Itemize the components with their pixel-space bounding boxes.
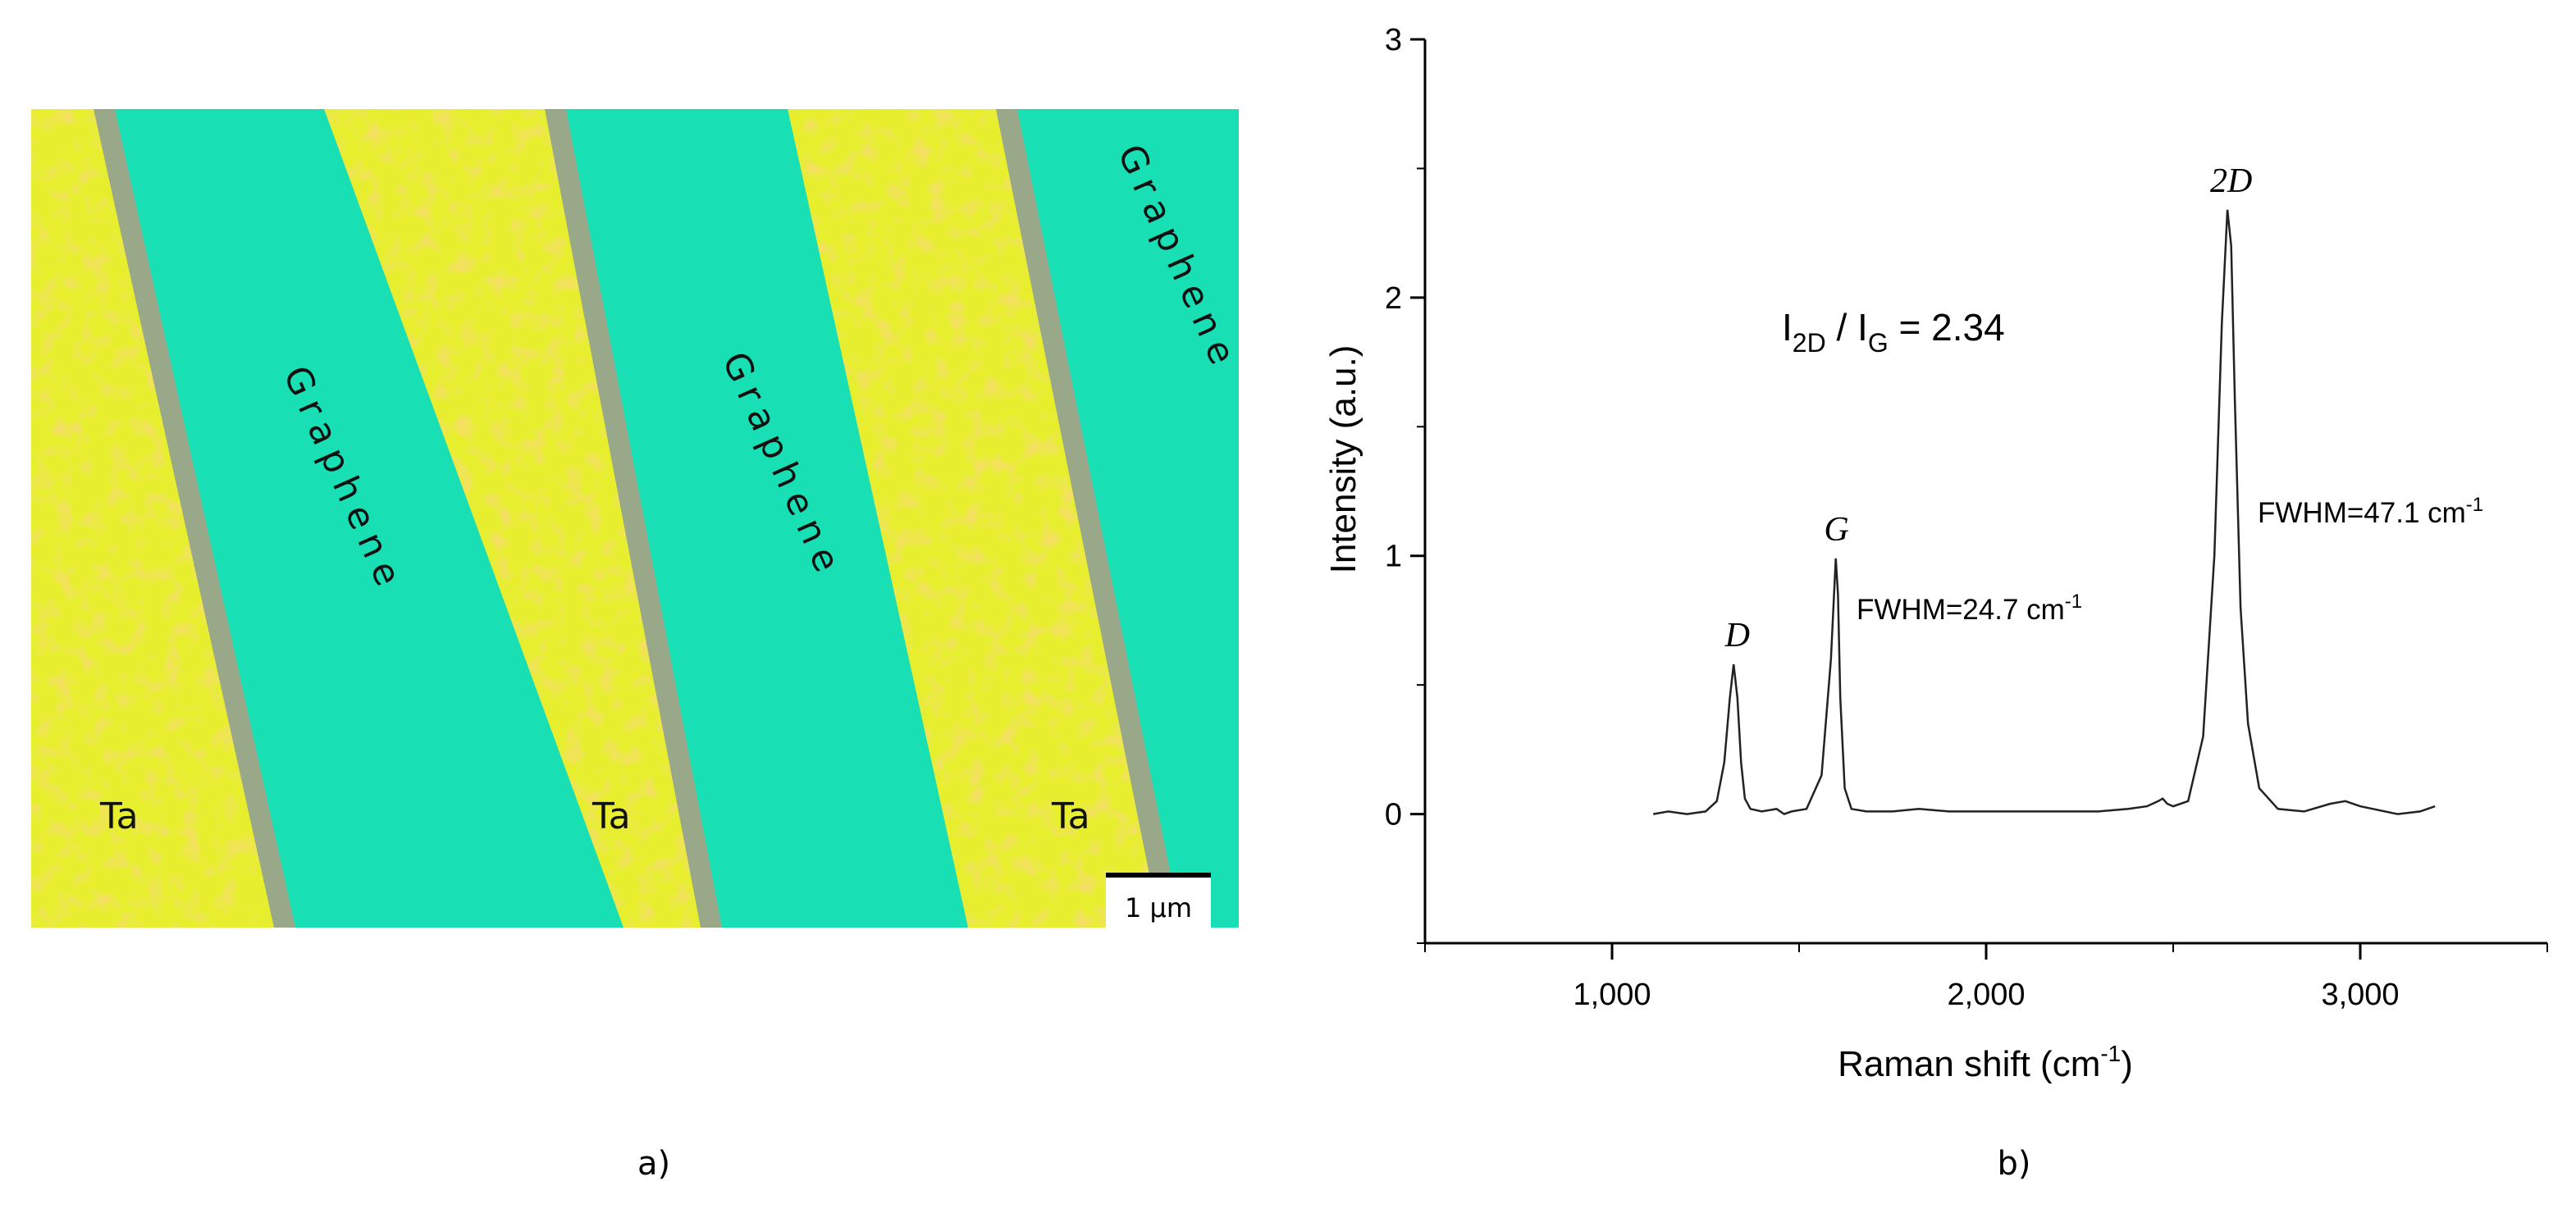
x-tick-label: 2,000 xyxy=(1947,978,2025,1012)
spectrum-line xyxy=(1652,209,2436,815)
scale-bar-box xyxy=(1106,876,1211,928)
ta-label-1: Ta xyxy=(99,796,139,837)
graphene-stripe-3 xyxy=(1017,109,1239,928)
micrograph-panel xyxy=(31,109,1239,928)
fwhm-g-annotation: FWHM=24.7 cm-1 xyxy=(1857,591,2082,626)
peak-label-2D: 2D xyxy=(2210,162,2252,200)
y-tick-label: 1 xyxy=(1385,540,1402,574)
y-tick-label: 2 xyxy=(1385,281,1402,316)
panel-a-label: a) xyxy=(637,1145,670,1183)
peak-label-G: G xyxy=(1824,511,1848,549)
ta-label-2: Ta xyxy=(591,796,631,837)
x-axis-title: Raman shift (cm-1) xyxy=(1838,1041,2133,1084)
graphene-stripes xyxy=(94,109,1239,928)
graphene-stripe-2 xyxy=(566,109,968,928)
y-ticks: 0 1 2 3 xyxy=(1385,23,1425,944)
graphene-stripe-1 xyxy=(115,109,623,928)
raman-chart: 0 1 2 3 1,000 2,000 3,000 D G 2D Raman shift (c… xyxy=(1323,23,2548,1084)
x-tick-label: 1,000 xyxy=(1573,978,1651,1012)
scale-bar xyxy=(1106,873,1211,878)
intensity-ratio-annotation: I2D / IG = 2.34 xyxy=(1782,306,2005,358)
x-tick-label: 3,000 xyxy=(2321,978,2399,1012)
ta-label-3: Ta xyxy=(1051,796,1090,837)
panel-b-label: b) xyxy=(1998,1145,2031,1183)
y-axis-title: Intensity (a.u.) xyxy=(1323,345,1363,574)
peak-labels: D G 2D xyxy=(1724,162,2253,654)
scale-bar-label: 1 μm xyxy=(1125,892,1192,923)
x-ticks: 1,000 2,000 3,000 xyxy=(1424,943,2548,1012)
fwhm-2d-annotation: FWHM=47.1 cm-1 xyxy=(2258,494,2483,529)
y-tick-label: 0 xyxy=(1385,798,1402,832)
y-tick-label: 3 xyxy=(1385,23,1402,57)
peak-label-D: D xyxy=(1724,617,1750,654)
